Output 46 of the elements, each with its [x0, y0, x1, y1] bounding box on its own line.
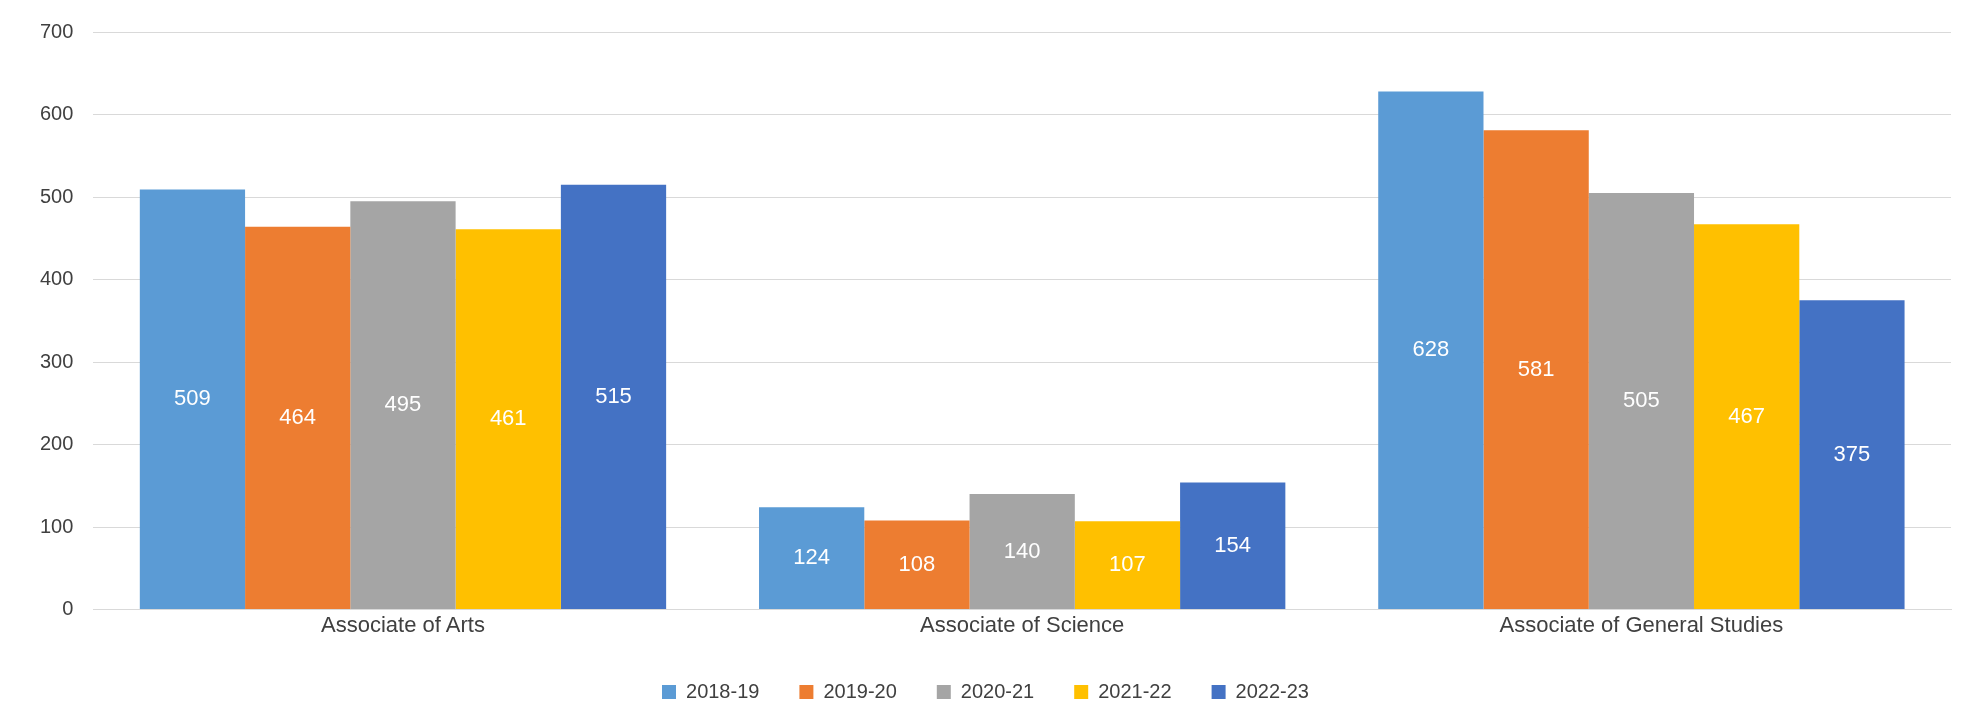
y-tick-label: 500	[39, 184, 74, 207]
data-label: 375	[1833, 440, 1871, 466]
bar	[1378, 91, 1484, 610]
y-tick-label: 400	[39, 267, 74, 290]
y-tick-label: 0	[62, 597, 74, 620]
bar	[1180, 482, 1286, 610]
y-tick-label: 700	[39, 19, 74, 42]
y-tick-label: 600	[39, 102, 74, 125]
data-label: 581	[1517, 355, 1555, 381]
data-label: 464	[279, 403, 317, 429]
x-tick-label: Associate of Arts	[321, 611, 485, 637]
data-label: 628	[1412, 336, 1450, 362]
bar	[1588, 192, 1695, 610]
bar	[1483, 130, 1589, 610]
bar	[1694, 224, 1800, 610]
data-label: 124	[793, 544, 831, 570]
data-label: 495	[384, 391, 422, 417]
bar	[759, 507, 865, 610]
bar	[455, 229, 561, 610]
bar	[139, 189, 246, 610]
legend-label: 2018-19	[686, 679, 760, 702]
bar	[1799, 300, 1905, 610]
bar	[1074, 521, 1181, 610]
legend-label: 2021-22	[1098, 679, 1172, 702]
y-tick-label: 100	[39, 514, 74, 537]
data-label: 154	[1214, 531, 1252, 557]
data-label: 107	[1109, 551, 1146, 577]
data-label: 108	[898, 550, 936, 576]
data-label: 505	[1623, 387, 1660, 413]
bar	[350, 201, 456, 610]
x-tick-label: Associate of Science	[920, 611, 1125, 637]
data-label: 140	[1003, 537, 1041, 563]
data-label: 515	[595, 382, 632, 408]
data-label: 461	[489, 405, 527, 431]
bar	[864, 520, 970, 610]
y-tick-label: 300	[39, 349, 74, 372]
x-tick-label: Associate of General Studies	[1499, 611, 1784, 637]
bar	[245, 226, 351, 610]
bar	[560, 184, 667, 610]
legend-label: 2020-21	[960, 679, 1035, 702]
data-label: 509	[174, 385, 211, 411]
y-tick-label: 200	[39, 432, 74, 455]
data-label: 467	[1728, 402, 1766, 428]
legend-label: 2022-23	[1235, 679, 1309, 702]
bar	[969, 494, 1075, 610]
legend-label: 2019-20	[823, 679, 897, 702]
